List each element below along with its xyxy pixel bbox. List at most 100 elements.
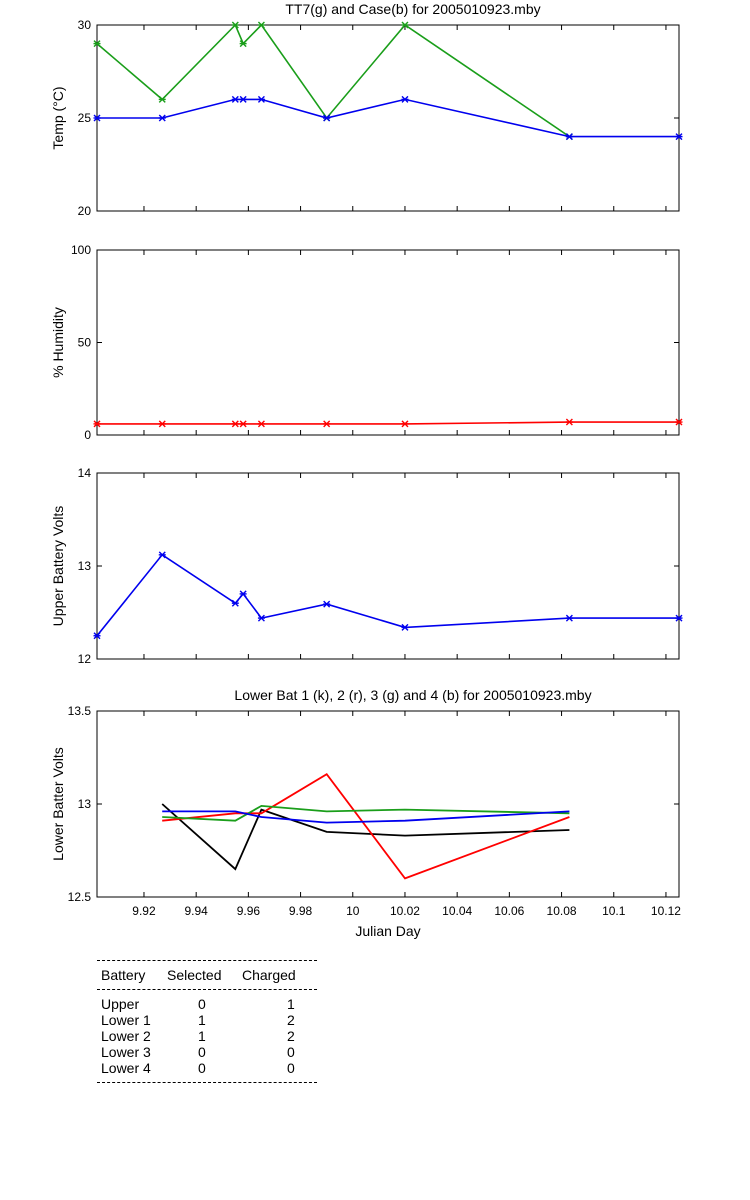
header-charged: Charged	[242, 967, 296, 983]
data-point	[257, 95, 265, 103]
header-selected: Selected	[167, 967, 222, 983]
series-line-blue	[97, 98, 679, 138]
series-line-red	[97, 421, 679, 425]
battery-name: Lower 4	[101, 1060, 151, 1076]
y-tick-label: 50	[78, 336, 92, 350]
battery-name: Upper	[101, 996, 140, 1012]
data-point	[93, 420, 101, 428]
y-tick-label: 12.5	[68, 890, 92, 904]
data-point	[401, 420, 409, 428]
data-point	[401, 21, 409, 29]
x-tick-label: 9.98	[289, 904, 313, 918]
x-tick-label: 10.1	[602, 904, 626, 918]
x-tick-label: 10.04	[442, 904, 472, 918]
data-point	[565, 418, 573, 426]
selected-value: 0	[198, 1060, 206, 1076]
y-tick-label: 20	[78, 204, 92, 218]
y-tick-label: 30	[78, 18, 92, 32]
charged-value: 0	[287, 1044, 295, 1060]
y-tick-label: 12	[78, 652, 92, 666]
series-line-green	[162, 804, 570, 822]
x-tick-label: 10.06	[494, 904, 524, 918]
table-header-row: Battery Selected Charged	[97, 961, 317, 989]
y-axis-label: Upper Battery Volts	[50, 506, 66, 627]
data-point	[401, 623, 409, 631]
data-point	[239, 590, 247, 598]
header-battery: Battery	[101, 967, 146, 983]
data-point	[93, 114, 101, 122]
x-axis-label: Julian Day	[355, 923, 420, 939]
y-axis-label: Lower Batter Volts	[50, 747, 66, 861]
battery-name: Lower 2	[101, 1028, 151, 1044]
data-point	[231, 21, 239, 29]
chart-panel-1: 20 25 30 TT7(g) and Case(b) for 2005010923.…	[50, 1, 683, 218]
data-point	[231, 599, 239, 607]
chart-panel-3: 12 13 14 Upper Battery Volts	[50, 466, 683, 666]
series-line-red	[162, 773, 570, 880]
y-tick-label: 14	[78, 466, 92, 480]
charged-value: 2	[287, 1012, 295, 1028]
charts-canvas: 20 25 30 TT7(g) and Case(b) for 2005010923.…	[50, 1, 683, 939]
y-axis-label: % Humidity	[50, 307, 66, 378]
plot-frame	[96, 24, 680, 212]
x-tick-label: 10	[346, 904, 360, 918]
charged-value: 1	[287, 996, 295, 1012]
y-tick-label: 100	[71, 243, 91, 257]
series-line-black	[161, 803, 570, 871]
table-row: Upper 0 1	[97, 996, 317, 1012]
y-axis-label: Temp (°C)	[50, 86, 66, 149]
plot-frame	[96, 472, 680, 660]
table-row: Lower 3 0 0	[97, 1044, 317, 1060]
x-tick-label: 10.02	[390, 904, 420, 918]
data-point	[323, 420, 331, 428]
data-point	[158, 551, 166, 559]
data-point	[257, 420, 265, 428]
chart-panel-2: 0 50 100 % Humidity	[50, 243, 683, 442]
chart-panel-4: 12.5 13 13.5 9.92 9.94 9.96 9.98 10 10.02 10.04 10…	[50, 687, 681, 939]
data-point	[231, 95, 239, 103]
battery-summary-table: Battery Selected Charged Upper 0 1 Lower…	[97, 960, 317, 1083]
table-bottom-rule	[97, 1082, 317, 1083]
x-tick-label: 9.94	[184, 904, 208, 918]
plot-frame	[96, 710, 680, 898]
battery-name: Lower 3	[101, 1044, 151, 1060]
x-tick-label: 10.12	[651, 904, 681, 918]
data-point	[158, 114, 166, 122]
series-line-green	[96, 23, 570, 138]
selected-value: 0	[198, 996, 206, 1012]
series-line-blue	[162, 810, 570, 824]
data-point	[93, 40, 101, 48]
selected-value: 0	[198, 1044, 206, 1060]
y-tick-label: 25	[78, 111, 92, 125]
chart-title: Lower Bat 1 (k), 2 (r), 3 (g) and 4 (b) …	[234, 687, 591, 703]
data-point	[239, 420, 247, 428]
data-point	[158, 95, 166, 103]
data-point	[323, 114, 331, 122]
y-tick-label: 13.5	[68, 704, 92, 718]
data-point	[231, 420, 239, 428]
charged-value: 0	[287, 1060, 295, 1076]
data-point	[565, 133, 573, 141]
data-point	[675, 418, 683, 426]
table-row: Lower 4 0 0	[97, 1060, 317, 1076]
y-tick-label: 13	[78, 559, 92, 573]
data-point	[675, 614, 683, 622]
table-row: Lower 2 1 2	[97, 1028, 317, 1044]
battery-name: Lower 1	[101, 1012, 151, 1028]
data-point	[257, 614, 265, 622]
charged-value: 2	[287, 1028, 295, 1044]
y-tick-label: 0	[84, 428, 91, 442]
x-tick-label: 10.08	[547, 904, 577, 918]
data-point	[93, 632, 101, 640]
selected-value: 1	[198, 1012, 206, 1028]
selected-value: 1	[198, 1028, 206, 1044]
x-tick-label: 9.92	[132, 904, 156, 918]
data-point	[239, 95, 247, 103]
data-point	[257, 21, 265, 29]
data-point	[323, 600, 331, 608]
data-point	[401, 95, 409, 103]
table-header-rule	[97, 989, 317, 990]
x-tick-label: 9.96	[237, 904, 261, 918]
data-point	[675, 133, 683, 141]
plot-frame	[96, 249, 680, 436]
